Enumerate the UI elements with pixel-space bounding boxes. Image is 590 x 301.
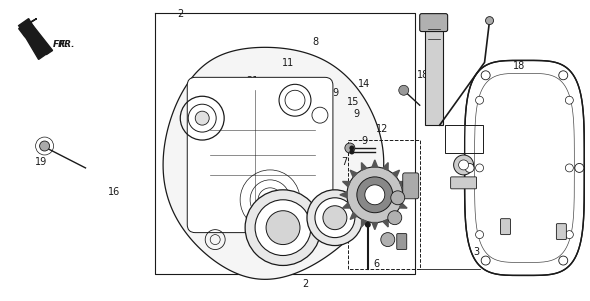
Circle shape [381,233,395,247]
Circle shape [486,17,493,25]
Circle shape [565,231,573,239]
Polygon shape [464,61,584,275]
Circle shape [391,191,405,205]
Polygon shape [343,203,350,208]
Circle shape [476,164,484,172]
Circle shape [349,150,355,154]
Text: 18: 18 [513,61,525,71]
Polygon shape [383,163,388,170]
Circle shape [307,190,363,246]
Circle shape [481,256,490,265]
Circle shape [357,177,393,213]
Text: 8: 8 [313,37,319,47]
Polygon shape [392,213,399,219]
Text: 13: 13 [310,226,322,236]
Text: 18: 18 [417,70,430,80]
FancyBboxPatch shape [425,16,442,125]
Text: 11: 11 [282,58,294,68]
Polygon shape [402,192,409,197]
FancyBboxPatch shape [403,173,419,199]
Polygon shape [163,47,384,279]
Text: 19: 19 [35,157,47,167]
Circle shape [266,211,300,245]
Circle shape [458,160,468,170]
Circle shape [365,185,385,205]
Circle shape [559,256,568,265]
Polygon shape [343,182,350,187]
Text: 9: 9 [332,88,338,98]
Text: 10: 10 [300,112,312,122]
Polygon shape [362,219,367,227]
Polygon shape [399,203,407,208]
Text: 12: 12 [376,124,388,134]
Text: FR.: FR. [53,40,69,49]
Text: 9: 9 [362,136,368,146]
Polygon shape [399,182,407,187]
Circle shape [575,163,584,172]
FancyBboxPatch shape [396,234,407,250]
Circle shape [481,71,490,80]
Polygon shape [19,19,48,59]
Circle shape [388,211,402,225]
Text: 7: 7 [341,157,347,167]
Text: 21: 21 [247,76,259,86]
Text: 4: 4 [376,214,382,224]
Text: 16: 16 [108,187,120,197]
FancyBboxPatch shape [500,219,510,234]
Text: 2: 2 [302,279,308,289]
Polygon shape [340,192,347,197]
Polygon shape [372,160,378,167]
Text: 5: 5 [364,190,371,200]
Polygon shape [19,19,53,54]
Polygon shape [383,219,388,227]
Polygon shape [372,222,378,230]
Text: 2: 2 [177,9,183,19]
FancyBboxPatch shape [556,224,566,240]
Circle shape [245,190,321,265]
Polygon shape [362,163,367,170]
Text: 17: 17 [276,157,289,167]
Circle shape [40,141,50,151]
Circle shape [559,71,568,80]
FancyBboxPatch shape [419,14,448,32]
Circle shape [315,198,355,237]
Circle shape [255,200,311,256]
Polygon shape [350,213,357,219]
Circle shape [565,96,573,104]
Circle shape [347,167,403,223]
Circle shape [565,164,573,172]
FancyBboxPatch shape [445,125,483,153]
Circle shape [345,143,355,153]
FancyBboxPatch shape [451,177,477,189]
Text: 6: 6 [373,259,379,269]
Polygon shape [350,170,357,177]
FancyBboxPatch shape [187,77,333,233]
Circle shape [454,155,474,175]
Text: 14: 14 [358,79,371,89]
Polygon shape [392,170,399,177]
Text: 11: 11 [320,163,332,173]
Text: FR.: FR. [58,40,75,49]
Text: 20: 20 [267,109,280,119]
Text: 15: 15 [346,97,359,107]
Circle shape [399,85,409,95]
Circle shape [476,231,484,239]
Text: 11: 11 [279,163,291,173]
Circle shape [365,222,371,228]
Circle shape [195,111,209,125]
Circle shape [465,163,474,172]
Circle shape [476,96,484,104]
Circle shape [349,145,355,150]
Circle shape [323,206,347,230]
Text: 3: 3 [473,247,479,257]
Text: 9: 9 [354,109,360,119]
